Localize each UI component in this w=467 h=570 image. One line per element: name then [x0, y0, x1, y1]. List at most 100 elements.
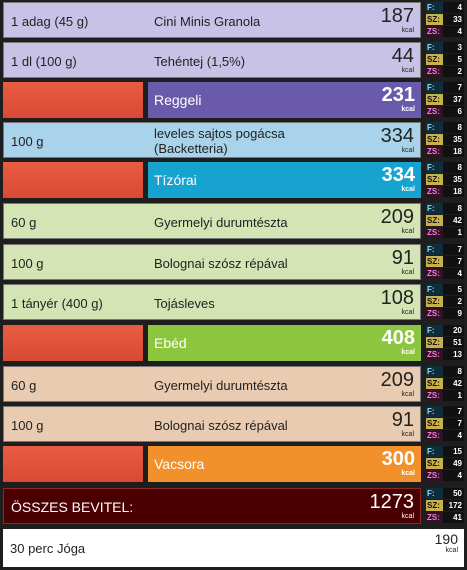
carb-value: 5 — [443, 54, 464, 65]
carb-label: SZ: — [426, 174, 443, 185]
meal-kcal: 300 kcal — [382, 449, 415, 477]
carb-value: 33 — [443, 14, 464, 25]
protein-value: 1 — [443, 227, 464, 238]
carb-value: 7 — [443, 418, 464, 429]
kcal-value: 108 — [380, 287, 414, 309]
carb-label: SZ: — [426, 215, 443, 226]
food-kcal: 334 kcal — [381, 126, 414, 154]
carb-value: 51 — [443, 337, 464, 348]
protein-label: ZS: — [426, 470, 443, 481]
kcal-unit: kcal — [401, 513, 414, 520]
protein-label: ZS: — [426, 66, 443, 77]
fat-value: 3 — [443, 42, 464, 53]
food-name: Bolognai szósz répával — [154, 256, 288, 271]
kcal-value: 209 — [380, 206, 414, 228]
carb-label: SZ: — [426, 94, 443, 105]
fat-value: 8 — [443, 122, 464, 133]
fat-label: F: — [426, 42, 443, 53]
protein-value: 4 — [443, 268, 464, 279]
exercise-kcal: 190 kcal — [435, 532, 458, 554]
meal-kcal: 334 kcal — [382, 165, 415, 193]
fat-value: 50 — [443, 488, 464, 499]
meal-header: Reggeli 231 kcal — [148, 82, 421, 118]
food-row[interactable]: 1 dl (100 g) Tehéntej (1,5%) 44 kcal — [3, 42, 421, 78]
fat-label: F: — [426, 284, 443, 295]
meal-name: Vacsora — [154, 456, 205, 472]
fat-label: F: — [426, 203, 443, 214]
fat-value: 7 — [443, 82, 464, 93]
carb-label: SZ: — [426, 296, 443, 307]
food-name: Cini Minis Granola — [154, 14, 261, 29]
fat-label: F: — [426, 406, 443, 417]
kcal-value: 231 — [381, 84, 415, 106]
meal-accent — [3, 446, 143, 482]
fat-label: F: — [426, 2, 443, 13]
food-name: Tojásleves — [154, 296, 215, 311]
protein-value: 2 — [443, 66, 464, 77]
carb-value: 49 — [443, 458, 464, 469]
macro-box: F: 7 SZ: 7 ZS: 4 — [424, 244, 464, 280]
meal-row-snack[interactable]: Tízórai 334 kcal — [3, 162, 421, 198]
meal-kcal: 408 kcal — [382, 328, 415, 356]
meal-row-dinner[interactable]: Vacsora 300 kcal — [3, 446, 421, 482]
carb-value: 37 — [443, 94, 464, 105]
macro-box: F: 4 SZ: 33 ZS: 4 — [424, 2, 464, 38]
macro-box: F: 8 SZ: 42 ZS: 1 — [424, 366, 464, 402]
food-row[interactable]: 100 g Bolognai szósz répával 91 kcal — [3, 406, 421, 442]
food-row[interactable]: 1 adag (45 g) Cini Minis Granola 187 kcal — [3, 2, 421, 38]
protein-label: ZS: — [426, 430, 443, 441]
fat-value: 7 — [443, 244, 464, 255]
kcal-unit: kcal — [401, 106, 415, 113]
food-name: leveles sajtos pogácsa (Backetteria) — [154, 126, 285, 156]
food-name: Tehéntej (1,5%) — [154, 54, 246, 69]
kcal-unit: kcal — [401, 470, 415, 477]
food-row[interactable]: 100 g Bolognai szósz répával 91 kcal — [3, 244, 421, 280]
carb-label: SZ: — [426, 134, 443, 145]
food-name: Gyermelyi durumtészta — [154, 215, 288, 230]
protein-label: ZS: — [426, 308, 443, 319]
food-quantity: 1 adag (45 g) — [11, 14, 89, 29]
food-row[interactable]: 60 g Gyermelyi durumtészta 209 kcal — [3, 366, 421, 402]
carb-label: SZ: — [426, 500, 443, 511]
fat-label: F: — [426, 325, 443, 336]
kcal-unit: kcal — [401, 27, 414, 34]
food-kcal: 108 kcal — [381, 288, 414, 316]
protein-value: 4 — [443, 26, 464, 37]
kcal-unit: kcal — [401, 391, 414, 398]
protein-label: ZS: — [426, 146, 443, 157]
fat-label: F: — [426, 82, 443, 93]
macro-box: F: 8 SZ: 35 ZS: 18 — [424, 162, 464, 198]
meal-accent — [3, 82, 143, 118]
kcal-unit: kcal — [401, 269, 414, 276]
protein-value: 6 — [443, 106, 464, 117]
protein-label: ZS: — [426, 106, 443, 117]
food-quantity: 100 g — [11, 134, 44, 149]
kcal-unit: kcal — [401, 186, 415, 193]
food-row[interactable]: 1 tányér (400 g) Tojásleves 108 kcal — [3, 284, 421, 320]
meal-name: Reggeli — [154, 92, 202, 108]
food-kcal: 209 kcal — [381, 370, 414, 398]
food-kcal: 187 kcal — [381, 6, 414, 34]
kcal-unit: kcal — [401, 349, 415, 356]
protein-label: ZS: — [426, 268, 443, 279]
fat-value: 15 — [443, 446, 464, 457]
meal-row-lunch[interactable]: Ebéd 408 kcal — [3, 325, 421, 361]
fat-value: 4 — [443, 2, 464, 13]
meal-row-breakfast[interactable]: Reggeli 231 kcal — [3, 82, 421, 118]
fat-value: 8 — [443, 162, 464, 173]
kcal-value: 334 — [380, 125, 414, 147]
carb-value: 42 — [443, 378, 464, 389]
protein-label: ZS: — [426, 349, 443, 360]
kcal-value: 334 — [381, 164, 415, 186]
kcal-value: 1273 — [369, 491, 415, 513]
meal-header: Tízórai 334 kcal — [148, 162, 421, 198]
kcal-value: 44 — [391, 45, 414, 67]
food-row[interactable]: 100 g leveles sajtos pogácsa (Backetteri… — [3, 122, 421, 158]
total-label: ÖSSZES BEVITEL: — [11, 499, 134, 515]
exercise-row[interactable]: 30 perc Jóga 190 kcal — [3, 529, 464, 567]
kcal-unit: kcal — [445, 547, 458, 554]
kcal-unit: kcal — [401, 67, 414, 74]
carb-label: SZ: — [426, 337, 443, 348]
kcal-value: 190 — [434, 531, 458, 547]
food-row[interactable]: 60 g Gyermelyi durumtészta 209 kcal — [3, 203, 421, 239]
